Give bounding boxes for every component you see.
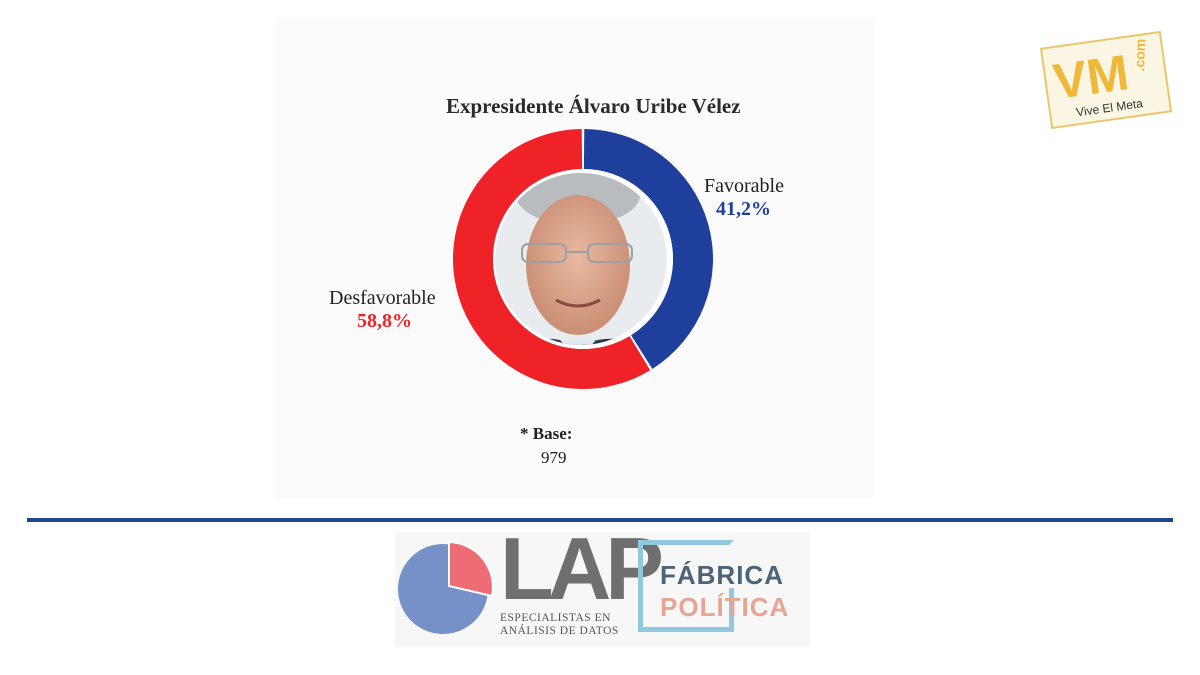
slice-value-favorable: 41,2%	[716, 198, 771, 220]
lap-tagline-1: ESPECIALISTAS EN	[500, 612, 611, 624]
vm-domain: .com	[1131, 38, 1148, 71]
lap-pie-logo	[398, 540, 494, 634]
slice-label-desfavorable: Desfavorable	[329, 287, 436, 309]
vm-brand: VM	[1050, 44, 1132, 110]
fabrica-frame-right	[729, 588, 734, 632]
base-label: * Base:	[520, 424, 573, 443]
vm-watermark-logo: VM .com Vive El Meta	[1040, 30, 1172, 130]
fabrica-text: FÁBRICA	[660, 560, 784, 590]
lap-logo-text: LAP	[500, 519, 664, 618]
donut-slice-desfavorable	[453, 129, 651, 389]
politica-text: POLÍTICA	[660, 592, 790, 622]
slice-value-desfavorable: 58,8%	[357, 310, 412, 332]
base-value: 979	[541, 448, 567, 467]
fabrica-frame	[638, 540, 734, 632]
divider-line	[27, 518, 1173, 522]
donut-slice-favorable	[583, 129, 713, 369]
lap-tagline: ESPECIALISTAS EN ANÁLISIS DE DATOS	[500, 612, 619, 638]
lap-tagline-2: ANÁLISIS DE DATOS	[500, 625, 619, 637]
slice-label-favorable: Favorable	[704, 175, 784, 197]
chart-title: Expresidente Álvaro Uribe Vélez	[446, 94, 741, 118]
